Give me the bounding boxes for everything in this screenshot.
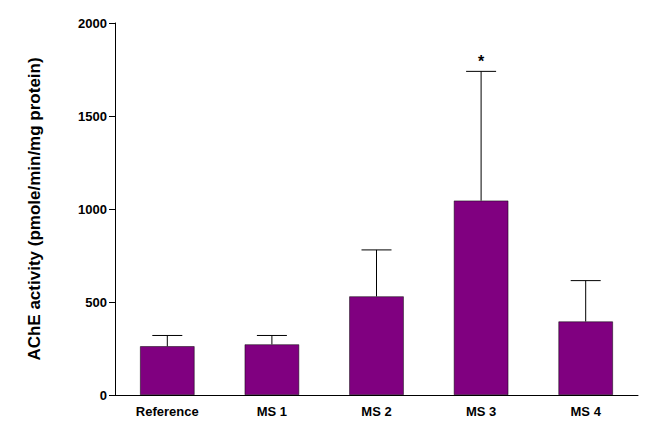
- svg-text:Reference: Reference: [136, 404, 199, 419]
- svg-text:AChE activity (pmole/min/mg pr: AChE activity (pmole/min/mg protein): [25, 57, 44, 360]
- svg-text:0: 0: [100, 388, 107, 403]
- svg-text:MS 3: MS 3: [466, 404, 496, 419]
- svg-text:MS 2: MS 2: [361, 404, 391, 419]
- svg-text:MS 1: MS 1: [257, 404, 287, 419]
- svg-text:MS 4: MS 4: [571, 404, 602, 419]
- svg-text:1000: 1000: [78, 202, 107, 217]
- svg-text:500: 500: [85, 295, 107, 310]
- svg-text:*: *: [478, 53, 485, 70]
- svg-text:1500: 1500: [78, 109, 107, 124]
- svg-text:2000: 2000: [78, 16, 107, 31]
